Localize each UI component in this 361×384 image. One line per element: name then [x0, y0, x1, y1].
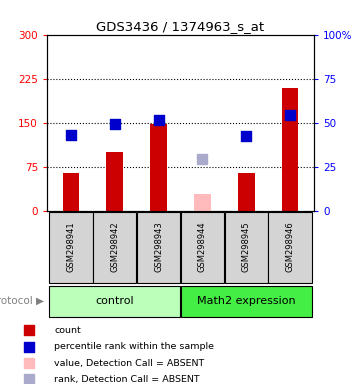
- FancyBboxPatch shape: [49, 212, 93, 283]
- Bar: [238, 173, 255, 211]
- Text: rank, Detection Call = ABSENT: rank, Detection Call = ABSENT: [54, 375, 200, 384]
- Text: control: control: [96, 296, 134, 306]
- FancyBboxPatch shape: [93, 212, 136, 283]
- Point: [26, 344, 32, 350]
- Text: percentile rank within the sample: percentile rank within the sample: [54, 342, 214, 351]
- FancyBboxPatch shape: [137, 212, 180, 283]
- Point: [287, 112, 293, 118]
- Text: protocol ▶: protocol ▶: [0, 296, 44, 306]
- Bar: [106, 152, 123, 211]
- Bar: [63, 173, 79, 211]
- Text: GSM298942: GSM298942: [110, 221, 119, 271]
- Text: GSM298941: GSM298941: [66, 221, 75, 271]
- Title: GDS3436 / 1374963_s_at: GDS3436 / 1374963_s_at: [96, 20, 265, 33]
- Point: [26, 376, 32, 382]
- Point: [156, 117, 161, 123]
- Point: [112, 121, 118, 127]
- Point: [68, 132, 74, 138]
- FancyBboxPatch shape: [225, 212, 268, 283]
- Text: GSM298946: GSM298946: [286, 221, 295, 271]
- Point: [243, 133, 249, 139]
- Text: GSM298944: GSM298944: [198, 221, 207, 271]
- Text: count: count: [54, 326, 81, 335]
- FancyBboxPatch shape: [181, 286, 312, 317]
- FancyBboxPatch shape: [181, 212, 224, 283]
- Bar: [194, 194, 211, 211]
- Bar: [150, 124, 167, 211]
- Text: GSM298943: GSM298943: [154, 221, 163, 271]
- Point: [26, 360, 32, 366]
- Bar: [282, 88, 298, 211]
- Point: [200, 156, 205, 162]
- Text: Math2 expression: Math2 expression: [197, 296, 296, 306]
- FancyBboxPatch shape: [268, 212, 312, 283]
- Text: GSM298945: GSM298945: [242, 221, 251, 271]
- Point: [26, 328, 32, 334]
- Text: value, Detection Call = ABSENT: value, Detection Call = ABSENT: [54, 359, 204, 367]
- FancyBboxPatch shape: [49, 286, 180, 317]
